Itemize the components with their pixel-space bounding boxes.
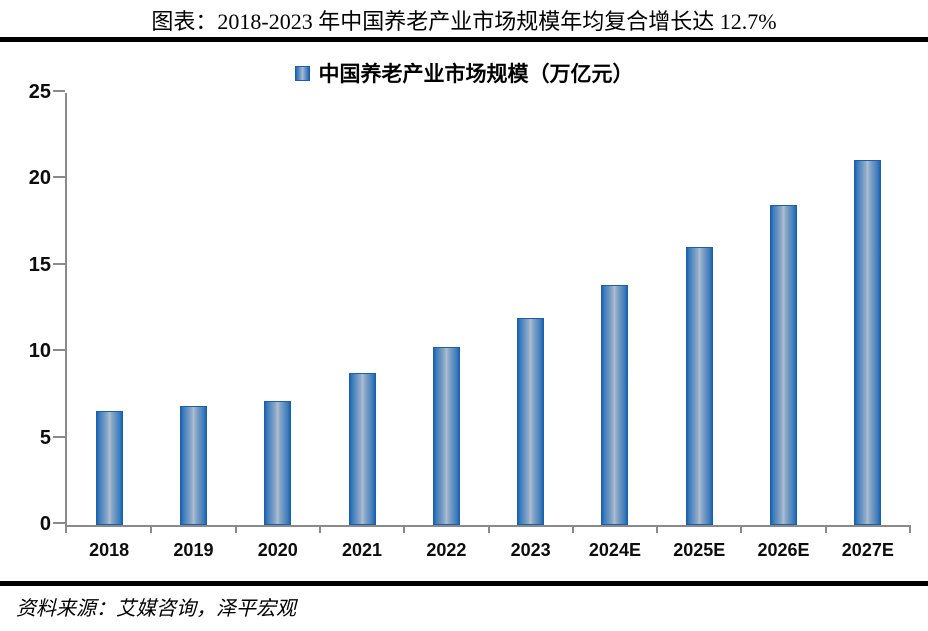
x-axis-label-2027E: 2027E [841, 540, 894, 560]
legend-swatch-icon [294, 65, 310, 81]
bar-2026E [770, 205, 798, 525]
bar-2027E [854, 160, 882, 525]
x-axis-tick [318, 525, 321, 533]
source-note: 资料来源：艾媒咨询，泽平宏观 [16, 598, 296, 620]
bar-2018 [95, 411, 123, 525]
y-axis-label: 0 [39, 513, 51, 535]
bar-2021 [348, 373, 376, 525]
x-axis-label-2025E: 2025E [673, 540, 726, 560]
y-axis-label: 20 [28, 167, 51, 190]
x-axis-label-2021: 2021 [342, 540, 383, 560]
bar-2019 [179, 406, 207, 525]
y-axis-label: 10 [28, 340, 51, 363]
x-axis-tick [65, 525, 67, 533]
x-axis-tick [909, 525, 911, 533]
y-axis-tick [53, 435, 65, 438]
x-axis-label-2024E: 2024E [588, 540, 641, 560]
bar-2025E [685, 247, 713, 525]
x-axis-tick [824, 525, 827, 533]
x-axis-label-2026E: 2026E [757, 540, 810, 560]
legend-label: 中国养老产业市场规模（万亿元） [318, 62, 634, 86]
y-axis-tick [53, 90, 65, 92]
y-axis-label: 5 [39, 426, 51, 449]
bar-2024E [601, 285, 629, 525]
bar-2022 [432, 347, 460, 525]
bar-2023 [517, 318, 545, 525]
y-axis-tick [53, 176, 65, 179]
chart-title: 图表：2018-2023 年中国养老产业市场规模年均复合增长达 12.7% [151, 9, 777, 34]
x-axis-tick [403, 525, 406, 533]
chart-legend: 中国养老产业市场规模（万亿元） [0, 58, 928, 88]
x-axis-label-2023: 2023 [510, 540, 551, 560]
y-axis-tick [53, 262, 65, 265]
x-axis-tick [656, 525, 659, 533]
y-axis-tick [53, 522, 65, 524]
x-axis-label-2022: 2022 [426, 540, 467, 560]
x-axis-tick [150, 525, 153, 533]
x-axis-label-2018: 2018 [89, 540, 130, 560]
plot-area: 0 5 10 15 20 25 2018 2019 2020 2021 2022 2023 2024E 2… [29, 82, 911, 560]
x-axis-tick [487, 525, 490, 533]
x-axis-label-2019: 2019 [173, 540, 214, 560]
x-axis-tick [234, 525, 237, 533]
x-axis-tick [571, 525, 574, 533]
bottom-divider-rule [0, 581, 928, 586]
x-axis-tick [740, 525, 743, 533]
bar-2020 [264, 401, 292, 525]
x-axis-label-2020: 2020 [257, 540, 298, 560]
y-axis-label: 25 [28, 81, 51, 103]
y-axis-label: 15 [28, 253, 51, 276]
top-divider-rule [0, 37, 928, 42]
y-axis-tick [53, 349, 65, 352]
